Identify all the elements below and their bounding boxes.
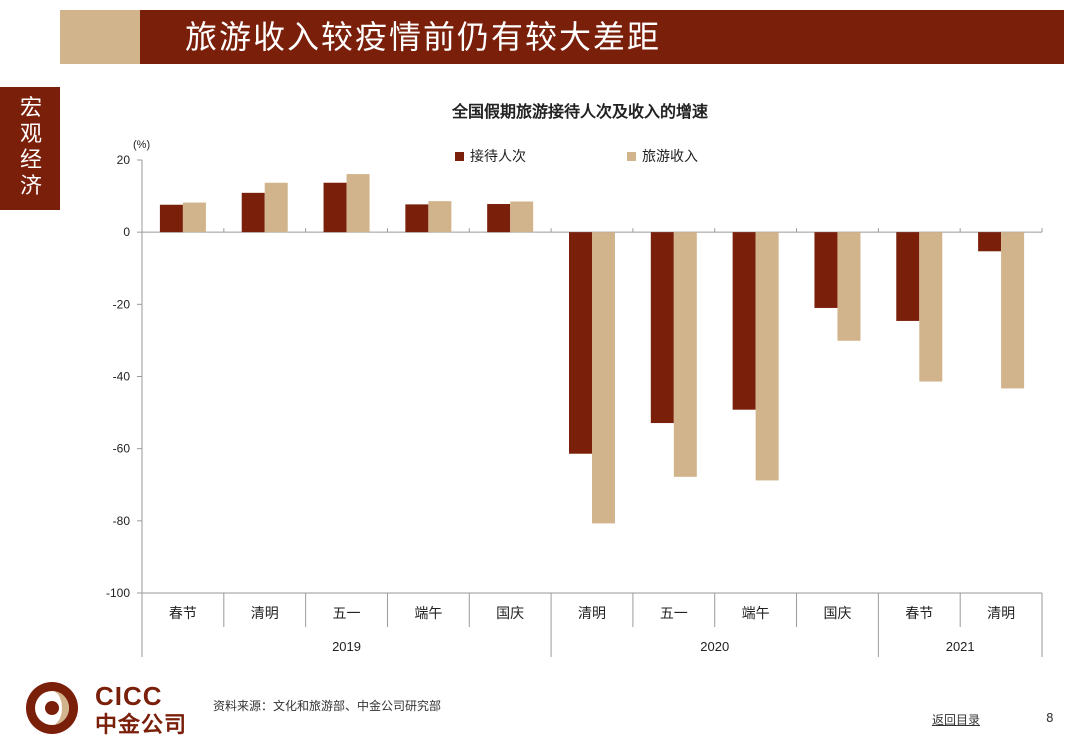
bar-revenue bbox=[592, 232, 615, 524]
bar-visitors bbox=[978, 232, 1002, 252]
y-tick-label: 0 bbox=[123, 225, 130, 239]
group-label: 2020 bbox=[700, 639, 729, 654]
bar-revenue bbox=[673, 232, 697, 477]
bar-visitors bbox=[405, 204, 429, 233]
bar-revenue bbox=[755, 232, 779, 481]
bar-revenue bbox=[264, 182, 288, 233]
back-to-contents-link[interactable]: 返回目录 bbox=[932, 713, 981, 727]
cicc-logo bbox=[26, 682, 78, 734]
bar-revenue bbox=[837, 232, 861, 341]
y-tick-label: -60 bbox=[113, 442, 131, 456]
chart-title: 全国假期旅游接待人次及收入的增速 bbox=[451, 102, 708, 121]
group-label: 2019 bbox=[332, 639, 361, 654]
category-label: 国庆 bbox=[496, 606, 524, 622]
y-tick-label: 20 bbox=[117, 153, 131, 167]
bar-revenue bbox=[1001, 232, 1025, 389]
bar-visitors bbox=[159, 204, 183, 233]
category-label: 清明 bbox=[578, 606, 606, 622]
category-label: 五一 bbox=[333, 606, 361, 622]
page-number: 8 bbox=[1046, 711, 1054, 725]
bar-visitors bbox=[732, 232, 756, 410]
category-label: 端午 bbox=[414, 606, 442, 622]
side-tab-label: 宏观经济 bbox=[19, 96, 42, 199]
y-tick-label: -20 bbox=[113, 297, 131, 311]
legend-swatch bbox=[455, 152, 464, 161]
category-label: 春节 bbox=[905, 606, 933, 622]
group-label: 2021 bbox=[946, 639, 975, 654]
bar-revenue bbox=[346, 174, 370, 233]
bar-visitors bbox=[650, 232, 674, 424]
side-tab bbox=[0, 87, 60, 210]
bar-visitors bbox=[323, 182, 347, 233]
bar-revenue bbox=[510, 201, 534, 233]
bar-visitors bbox=[896, 232, 920, 321]
legend-swatch bbox=[627, 152, 636, 161]
y-tick-label: -80 bbox=[113, 514, 131, 528]
y-tick-label: -40 bbox=[113, 370, 131, 384]
bar-visitors bbox=[814, 232, 838, 308]
bar-visitors bbox=[487, 204, 511, 233]
category-label: 春节 bbox=[169, 606, 197, 622]
category-label: 清明 bbox=[251, 606, 279, 622]
header-bar bbox=[140, 10, 1064, 64]
page-title: 旅游收入较疫情前仍有较大差距 bbox=[185, 18, 662, 56]
bar-visitors bbox=[569, 232, 592, 454]
logo-text-cn: 中金公司 bbox=[95, 712, 188, 737]
y-tick-label: -100 bbox=[106, 586, 130, 600]
category-label: 五一 bbox=[660, 606, 688, 622]
legend-label: 接待人次 bbox=[470, 148, 526, 165]
bar-revenue bbox=[428, 201, 452, 233]
bar-visitors bbox=[241, 192, 265, 233]
legend-label: 旅游收入 bbox=[642, 149, 698, 165]
category-label: 清明 bbox=[987, 606, 1015, 622]
bar-revenue bbox=[919, 232, 943, 382]
y-axis-unit: (%) bbox=[133, 139, 150, 151]
category-label: 国庆 bbox=[823, 606, 851, 622]
source-note: 资料来源：文化和旅游部、中金公司研究部 bbox=[213, 699, 442, 713]
category-label: 端午 bbox=[742, 606, 770, 622]
bar-revenue bbox=[182, 202, 206, 233]
logo-text-en: CICC bbox=[95, 681, 163, 711]
